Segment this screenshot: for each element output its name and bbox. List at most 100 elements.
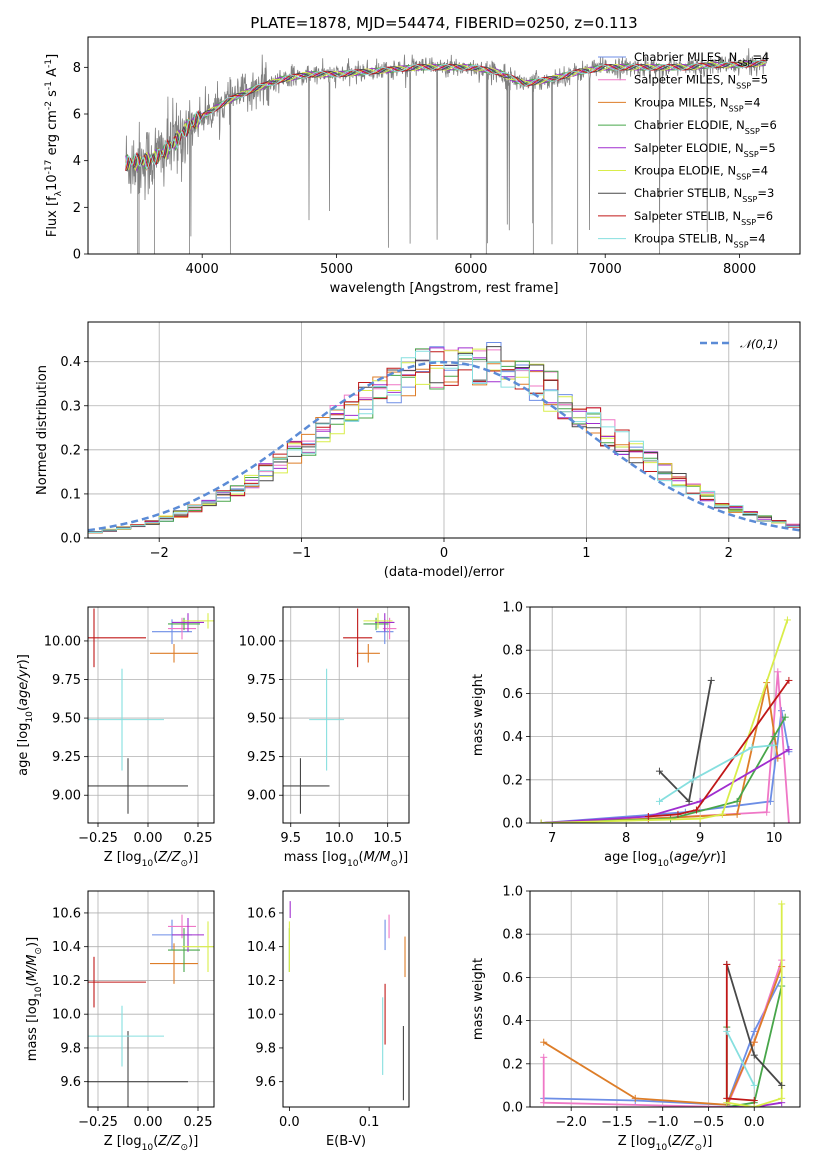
- x-tick-label: −2.0: [555, 1115, 587, 1130]
- axes-frame: [87, 36, 801, 255]
- x-tick-label: 8: [622, 831, 630, 846]
- y-axis-label: age [log10(age/yr)]: [16, 654, 35, 776]
- y-tick-label: 10.6: [52, 906, 81, 921]
- panel-mass-weight-vs-Z: −2.0 −1.5 −1.0 −0.5 0.0 0.0 0.2 0.4 0.6 0.8 1.0 Z […: [471, 885, 801, 1153]
- legend-label: Chabrier STELIB, NSSP=3: [634, 186, 774, 204]
- y-tick-label: 0.0: [502, 1101, 523, 1116]
- y-tick-label: 9.8: [255, 1041, 276, 1056]
- x-tick-label: −0.25: [78, 831, 118, 846]
- legend-label: Salpeter ELODIE, NSSP=5: [634, 141, 776, 159]
- x-tick-label: −2: [150, 546, 169, 561]
- x-tick-label: 4000: [186, 262, 219, 277]
- y-tick-label: 8: [73, 61, 81, 76]
- x-axis-label: wavelength [Angstrom, rest frame]: [330, 281, 559, 296]
- panel-age-vs-mass: 9.5 10.0 10.5 9.00 9.25 9.50 9.75 10.00 mass [lo…: [239, 606, 410, 869]
- x-tick-label: 0.0: [744, 1115, 765, 1130]
- axes-frame: [282, 606, 410, 824]
- y-tick-label: 9.6: [255, 1075, 276, 1090]
- x-axis-label: E(B-V): [326, 1134, 366, 1149]
- y-tick-label: 6: [73, 108, 81, 123]
- x-tick-label: 10: [766, 831, 783, 846]
- x-tick-label: −1: [292, 546, 311, 561]
- x-tick-label: 0.25: [184, 1115, 213, 1130]
- y-tick-label: 0.2: [502, 1057, 523, 1072]
- plot-area: [540, 900, 786, 1107]
- x-axis-label: Z [log10(Z/Z⊙)]: [104, 1134, 199, 1153]
- y-tick-label: 0.8: [502, 644, 523, 659]
- x-tick-label: 9: [696, 831, 704, 846]
- x-axis-label: age [log10(age/yr)]: [604, 850, 726, 869]
- y-tick-label: 0.8: [502, 928, 523, 943]
- model-spectrum-line: [125, 59, 766, 172]
- weight-line: [725, 964, 755, 1102]
- x-tick-label: 0: [440, 546, 448, 561]
- panel-age-vs-Z: −0.25 0.00 0.25 9.00 9.25 9.50 9.75 10.00 Z [log…: [16, 606, 215, 869]
- x-tick-label: 10.0: [325, 831, 354, 846]
- plot-area: [283, 608, 397, 814]
- y-tick-label: 0.6: [502, 687, 523, 702]
- y-axis-label: mass weight: [471, 674, 486, 756]
- y-tick-label: 10.0: [247, 1008, 276, 1023]
- y-tick-label: 0.2: [502, 773, 523, 788]
- y-tick-label: 0.0: [502, 817, 523, 832]
- x-tick-label: 5000: [320, 262, 353, 277]
- weight-line: [726, 1101, 782, 1107]
- x-tick-label: 7000: [589, 262, 622, 277]
- legend-label: Salpeter STELIB, NSSP=6: [634, 209, 773, 227]
- axes-frame: [529, 890, 801, 1108]
- y-tick-label: 0.3: [60, 399, 81, 414]
- y-axis-label: Normed distribution: [35, 365, 50, 495]
- weight-line: [541, 748, 790, 823]
- y-tick-label: 10.2: [247, 974, 276, 989]
- y-tick-label: 9.00: [247, 789, 276, 804]
- legend-label: Chabrier MILES, NSSP=4: [634, 50, 769, 68]
- y-tick-label: 0.4: [60, 355, 81, 370]
- legend-label: Salpeter MILES, NSSP=5: [634, 73, 768, 91]
- y-tick-label: 0.6: [502, 971, 523, 986]
- x-tick-label: 10.5: [373, 831, 402, 846]
- y-tick-label: 9.8: [60, 1041, 81, 1056]
- model-spectrum-line: [125, 59, 766, 172]
- y-tick-label: 9.50: [52, 712, 81, 727]
- weight-line: [658, 680, 713, 804]
- x-axis-label: Z [log10(Z/Z⊙)]: [104, 850, 199, 869]
- y-tick-label: 10.6: [247, 906, 276, 921]
- plot-area: [125, 48, 767, 254]
- y-tick-label: 10.00: [239, 634, 276, 649]
- model-spectrum-line: [125, 60, 766, 170]
- y-tick-label: 0.2: [60, 443, 81, 458]
- weight-line: [659, 744, 775, 803]
- legend-label: Kroupa MILES, NSSP=4: [634, 95, 761, 113]
- legend: Chabrier MILES, NSSP=4 Salpeter MILES, NS…: [598, 50, 777, 249]
- y-tick-label: 0.0: [60, 532, 81, 547]
- y-tick-label: 1.0: [502, 601, 523, 616]
- panel-residuals: −2 −1 0 1 2 0.0 0.1 0.2 0.3 0.4 (data-model)/error…: [35, 321, 801, 580]
- y-tick-label: 10.00: [44, 634, 81, 649]
- x-tick-label: 2: [725, 546, 733, 561]
- x-tick-label: −1.0: [647, 1115, 679, 1130]
- axes-frame: [529, 606, 801, 824]
- x-axis-label: (data-model)/error: [384, 565, 505, 580]
- y-tick-label: 1.0: [502, 885, 523, 900]
- y-axis-label: mass weight: [471, 958, 486, 1040]
- y-axis-label: Flux [fλ10-17 erg cm-2 s-1 A-1]: [44, 54, 64, 237]
- axes-frame: [282, 890, 410, 1108]
- weight-line: [648, 679, 790, 818]
- y-tick-label: 4: [73, 154, 81, 169]
- y-tick-label: 9.75: [247, 673, 276, 688]
- axes-frame: [87, 606, 215, 824]
- y-tick-label: 9.25: [52, 750, 81, 765]
- legend-label: 𝒩(0,1): [740, 337, 778, 351]
- x-tick-label: 0.1: [359, 1115, 380, 1130]
- legend-label: Kroupa ELODIE, NSSP=4: [634, 164, 768, 182]
- y-tick-label: 9.75: [52, 673, 81, 688]
- model-spectrum-line: [125, 61, 766, 172]
- legend-label: Chabrier ELODIE, NSSP=6: [634, 118, 777, 136]
- panel-mass-weight-vs-age: 7 8 9 10 0.0 0.2 0.4 0.6 0.8 1.0 age [log10(age/yr…: [471, 601, 801, 869]
- y-tick-label: 10.4: [247, 940, 276, 955]
- plot-area: [537, 616, 793, 823]
- y-tick-label: 9.50: [247, 712, 276, 727]
- y-tick-label: 0: [73, 248, 81, 263]
- x-tick-label: 0.00: [134, 1115, 163, 1130]
